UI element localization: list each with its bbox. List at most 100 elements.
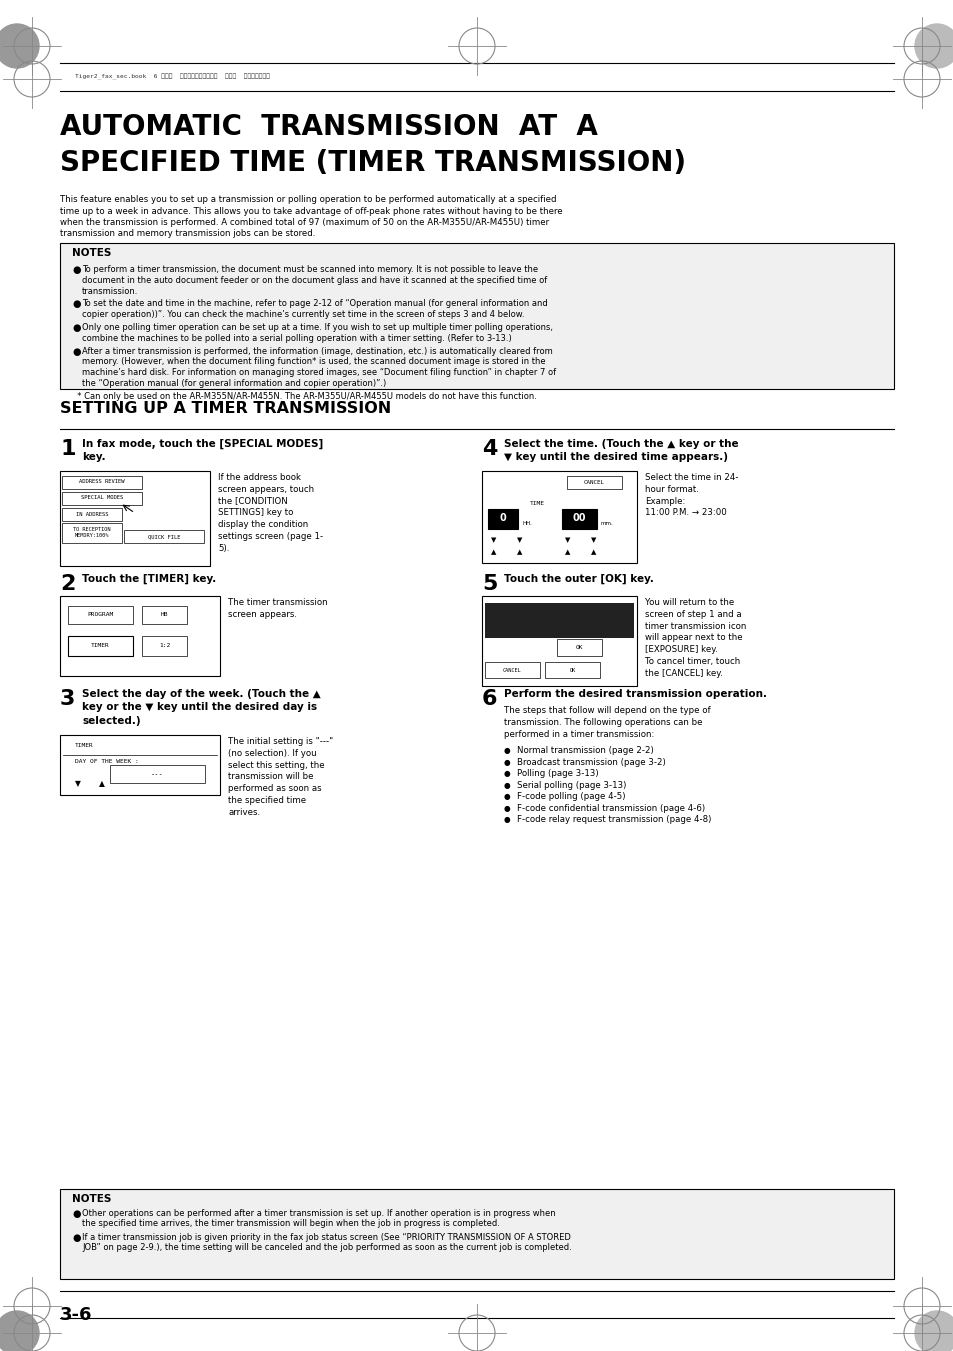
Text: 1: 1 bbox=[60, 439, 75, 459]
Text: the specified time: the specified time bbox=[228, 796, 306, 805]
Text: [EXPOSURE] key.: [EXPOSURE] key. bbox=[644, 646, 717, 654]
Text: F-code confidential transmission (page 4-6): F-code confidential transmission (page 4… bbox=[517, 804, 704, 812]
Text: OK: OK bbox=[576, 644, 582, 650]
Text: JOB” on page 2-9.), the time setting will be canceled and the job performed as s: JOB” on page 2-9.), the time setting wil… bbox=[82, 1243, 571, 1252]
Bar bbox=[124, 530, 204, 543]
Text: 1:2: 1:2 bbox=[159, 643, 170, 648]
Text: SPECIAL MODES: SPECIAL MODES bbox=[81, 494, 123, 500]
Text: SETTING UP A TIMER TRANSMISSION: SETTING UP A TIMER TRANSMISSION bbox=[60, 401, 391, 416]
Text: SETTINGS] key to: SETTINGS] key to bbox=[218, 508, 294, 517]
Text: Perform the desired transmission operation.: Perform the desired transmission operati… bbox=[503, 689, 766, 698]
Text: Select the time. (Touch the ▲ key or the: Select the time. (Touch the ▲ key or the bbox=[503, 439, 738, 449]
Text: Other operations can be performed after a timer transmission is set up. If anoth: Other operations can be performed after … bbox=[82, 1209, 555, 1219]
FancyBboxPatch shape bbox=[60, 1189, 893, 1279]
Text: F-code polling (page 4-5): F-code polling (page 4-5) bbox=[517, 792, 625, 801]
Text: 11:00 P.M. → 23:00: 11:00 P.M. → 23:00 bbox=[644, 508, 726, 517]
Text: memory. (However, when the document filing function* is used, the scanned docume: memory. (However, when the document fili… bbox=[82, 358, 545, 366]
Text: Polling (page 3-13): Polling (page 3-13) bbox=[517, 769, 598, 778]
Text: ●: ● bbox=[503, 792, 510, 801]
Text: ▲: ▲ bbox=[99, 780, 105, 788]
Text: the specified time arrives, the timer transmission will begin when the job in pr: the specified time arrives, the timer tr… bbox=[82, 1220, 499, 1228]
Text: Serial polling (page 3-13): Serial polling (page 3-13) bbox=[517, 781, 626, 789]
Bar bbox=[68, 607, 132, 624]
Text: AUTOMATIC  TRANSMISSION  AT  A: AUTOMATIC TRANSMISSION AT A bbox=[60, 113, 598, 141]
Bar bbox=[481, 596, 637, 686]
Text: ▲: ▲ bbox=[565, 549, 570, 555]
Bar bbox=[484, 662, 539, 678]
Bar bbox=[484, 603, 634, 638]
Bar bbox=[62, 508, 122, 521]
Text: ●: ● bbox=[503, 746, 510, 755]
Text: Normal transmission (page 2-2): Normal transmission (page 2-2) bbox=[517, 746, 653, 755]
Bar bbox=[68, 636, 132, 657]
Bar bbox=[566, 476, 621, 489]
Text: selected.): selected.) bbox=[82, 716, 140, 725]
Bar bbox=[142, 636, 187, 657]
Text: QUICK FILE: QUICK FILE bbox=[148, 534, 180, 539]
Text: select this setting, the: select this setting, the bbox=[228, 761, 324, 770]
Text: To perform a timer transmission, the document must be scanned into memory. It is: To perform a timer transmission, the doc… bbox=[82, 265, 537, 274]
Circle shape bbox=[914, 24, 953, 68]
Bar bbox=[60, 471, 210, 566]
Text: 4: 4 bbox=[481, 439, 497, 459]
Text: settings screen (page 1-: settings screen (page 1- bbox=[218, 532, 323, 540]
Text: Example:: Example: bbox=[644, 497, 684, 505]
Text: ▲: ▲ bbox=[491, 549, 497, 555]
Text: CANCEL: CANCEL bbox=[583, 480, 604, 485]
Text: ▲: ▲ bbox=[517, 549, 522, 555]
Text: the [CONDITION: the [CONDITION bbox=[218, 497, 288, 505]
Text: ●: ● bbox=[71, 300, 80, 309]
Text: 2: 2 bbox=[60, 574, 75, 594]
Text: You will return to the: You will return to the bbox=[644, 598, 734, 607]
Text: document in the auto document feeder or on the document glass and have it scanne: document in the auto document feeder or … bbox=[82, 276, 547, 285]
Text: transmission and memory transmission jobs can be stored.: transmission and memory transmission job… bbox=[60, 230, 315, 239]
Text: 0: 0 bbox=[499, 513, 506, 523]
Bar bbox=[142, 607, 187, 624]
Text: ▼: ▼ bbox=[591, 536, 596, 543]
Text: TIME: TIME bbox=[529, 501, 544, 507]
Bar bbox=[62, 476, 142, 489]
Text: The steps that follow will depend on the type of: The steps that follow will depend on the… bbox=[503, 707, 710, 715]
Text: performed as soon as: performed as soon as bbox=[228, 784, 321, 793]
Text: To set the date and time in the machine, refer to page 2-12 of “Operation manual: To set the date and time in the machine,… bbox=[82, 300, 547, 308]
Bar bbox=[481, 471, 637, 563]
Text: IN ADDRESS: IN ADDRESS bbox=[75, 512, 108, 516]
Text: This feature enables you to set up a transmission or polling operation to be per: This feature enables you to set up a tra… bbox=[60, 195, 556, 204]
Text: 00: 00 bbox=[572, 513, 586, 523]
Circle shape bbox=[0, 24, 39, 68]
Text: will appear next to the: will appear next to the bbox=[644, 634, 741, 642]
Text: transmission.: transmission. bbox=[82, 286, 138, 296]
Text: copier operation))”. You can check the machine’s currently set time in the scree: copier operation))”. You can check the m… bbox=[82, 311, 524, 319]
Text: ●: ● bbox=[503, 815, 510, 824]
Text: In fax mode, touch the [SPECIAL MODES]: In fax mode, touch the [SPECIAL MODES] bbox=[82, 439, 323, 450]
Bar bbox=[60, 735, 220, 794]
Text: 5).: 5). bbox=[218, 544, 229, 553]
Text: mm.: mm. bbox=[600, 520, 613, 526]
Text: hour format.: hour format. bbox=[644, 485, 699, 494]
Text: ●: ● bbox=[503, 758, 510, 766]
Text: Only one polling timer operation can be set up at a time. If you wish to set up : Only one polling timer operation can be … bbox=[82, 323, 553, 332]
Text: Broadcast transmission (page 3-2): Broadcast transmission (page 3-2) bbox=[517, 758, 665, 766]
Text: Touch the outer [OK] key.: Touch the outer [OK] key. bbox=[503, 574, 653, 584]
Text: performed in a timer transmission:: performed in a timer transmission: bbox=[503, 730, 654, 739]
Text: If a timer transmission job is given priority in the fax job status screen (See : If a timer transmission job is given pri… bbox=[82, 1233, 570, 1242]
Text: (no selection). If you: (no selection). If you bbox=[228, 748, 316, 758]
Text: ▼: ▼ bbox=[517, 536, 522, 543]
Text: ●: ● bbox=[71, 1233, 80, 1243]
Text: 6: 6 bbox=[481, 689, 497, 709]
Text: ADDRESS REVIEW: ADDRESS REVIEW bbox=[79, 480, 125, 484]
Text: time up to a week in advance. This allows you to take advantage of off-peak phon: time up to a week in advance. This allow… bbox=[60, 207, 562, 216]
Text: 3: 3 bbox=[60, 689, 75, 709]
Text: HH.: HH. bbox=[521, 520, 532, 526]
Text: screen appears, touch: screen appears, touch bbox=[218, 485, 314, 494]
Text: key.: key. bbox=[82, 453, 106, 462]
Text: ▼: ▼ bbox=[565, 536, 570, 543]
Text: machine’s hard disk. For information on managing stored images, see “Document fi: machine’s hard disk. For information on … bbox=[82, 369, 556, 377]
Text: HB: HB bbox=[161, 612, 168, 617]
Text: CANCEL: CANCEL bbox=[502, 667, 521, 673]
Text: NOTES: NOTES bbox=[71, 1194, 112, 1204]
Text: Select the time in 24-: Select the time in 24- bbox=[644, 473, 738, 482]
Text: transmission will be: transmission will be bbox=[228, 773, 314, 781]
Text: The timer transmission: The timer transmission bbox=[228, 598, 327, 607]
Text: ---: --- bbox=[151, 771, 164, 777]
